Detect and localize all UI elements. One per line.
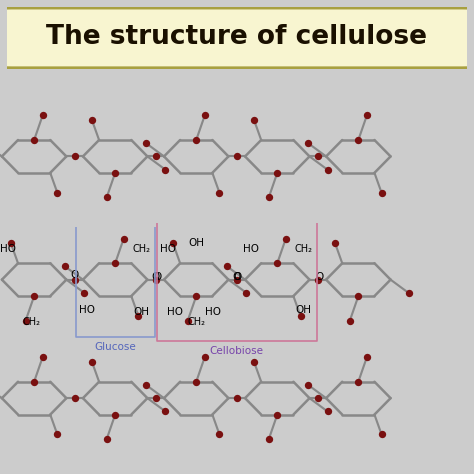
Point	[39, 111, 46, 119]
Point	[297, 312, 304, 320]
Point	[54, 189, 61, 197]
Point	[30, 378, 38, 385]
Point	[273, 259, 281, 267]
Point	[378, 431, 385, 438]
Point	[223, 263, 231, 270]
Text: CH₂: CH₂	[294, 244, 312, 254]
Point	[142, 381, 150, 389]
Text: O: O	[316, 272, 324, 283]
Point	[71, 394, 79, 402]
Point	[265, 436, 273, 443]
Point	[192, 136, 200, 144]
Point	[324, 408, 331, 415]
Point	[216, 431, 223, 438]
Point	[233, 153, 241, 160]
Point	[346, 317, 354, 325]
Point	[30, 136, 38, 144]
Point	[324, 166, 331, 173]
Text: CH₂: CH₂	[132, 244, 150, 254]
Text: CH₂: CH₂	[23, 317, 41, 328]
Text: CH₂: CH₂	[187, 317, 205, 328]
Point	[314, 153, 322, 160]
Point	[355, 378, 362, 385]
Point	[162, 166, 169, 173]
Text: The structure of cellulose: The structure of cellulose	[46, 24, 428, 50]
Text: O: O	[152, 272, 160, 283]
Point	[192, 292, 200, 300]
Point	[103, 194, 110, 201]
Point	[7, 239, 15, 247]
Text: O: O	[233, 272, 241, 283]
Point	[88, 116, 96, 124]
Point	[314, 394, 322, 402]
Point	[378, 189, 385, 197]
Point	[304, 139, 312, 147]
Point	[355, 292, 362, 300]
Point	[81, 289, 88, 297]
Point	[111, 411, 119, 419]
Point	[331, 239, 339, 247]
Point	[355, 136, 362, 144]
Text: O: O	[154, 272, 162, 283]
Point	[363, 111, 371, 119]
Point	[71, 276, 79, 283]
Point	[304, 381, 312, 389]
Point	[103, 436, 110, 443]
Text: HO: HO	[160, 244, 176, 254]
Point	[169, 239, 177, 247]
Point	[184, 317, 191, 325]
Text: HO: HO	[167, 307, 183, 317]
Text: Glucose: Glucose	[94, 342, 136, 352]
Text: OH: OH	[295, 305, 311, 316]
Point	[265, 194, 273, 201]
Point	[120, 235, 128, 242]
Text: Cellobiose: Cellobiose	[210, 346, 264, 356]
Point	[201, 353, 209, 361]
Point	[54, 431, 61, 438]
Point	[111, 169, 119, 177]
Point	[142, 139, 150, 147]
Point	[152, 153, 159, 160]
Point	[30, 292, 38, 300]
Point	[152, 276, 159, 283]
Text: HO: HO	[0, 244, 16, 254]
Point	[405, 289, 412, 297]
Text: HO: HO	[243, 244, 259, 254]
Point	[250, 116, 258, 124]
Point	[88, 358, 96, 365]
Point	[111, 259, 119, 267]
Point	[233, 276, 241, 283]
Text: HO: HO	[79, 305, 95, 316]
Text: O: O	[232, 272, 241, 283]
Point	[250, 358, 258, 365]
Point	[39, 353, 46, 361]
Point	[243, 289, 250, 297]
Point	[282, 235, 290, 242]
Point	[61, 263, 69, 270]
Point	[314, 276, 322, 283]
FancyBboxPatch shape	[0, 8, 474, 68]
Point	[216, 189, 223, 197]
Text: OH: OH	[133, 307, 149, 317]
Point	[233, 394, 241, 402]
Text: HO: HO	[205, 307, 221, 317]
Point	[192, 378, 200, 385]
Point	[273, 169, 281, 177]
Point	[71, 153, 79, 160]
Point	[363, 353, 371, 361]
Point	[273, 411, 281, 419]
Point	[201, 111, 209, 119]
Text: OH: OH	[188, 237, 204, 248]
Point	[135, 312, 142, 320]
Point	[152, 394, 159, 402]
Point	[162, 408, 169, 415]
Point	[22, 317, 29, 325]
Text: O: O	[71, 270, 79, 280]
